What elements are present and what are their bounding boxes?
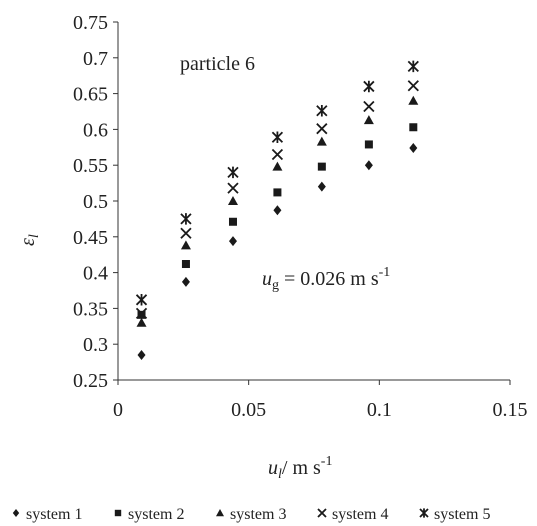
y-tick-label: 0.65	[73, 84, 108, 106]
y-tick-label: 0.6	[83, 119, 108, 141]
data-point	[271, 131, 284, 144]
data-point	[137, 310, 146, 319]
legend-label: system 1	[26, 506, 82, 523]
data-point	[228, 236, 237, 247]
x-axis-unit: / m s	[282, 457, 321, 479]
x-axis-sub: l	[278, 467, 282, 482]
y-axis-var: ε	[17, 238, 39, 246]
data-point	[408, 95, 419, 105]
legend-marker	[114, 509, 122, 517]
y-axis-title: εl	[17, 234, 42, 246]
y-tick-label: 0.7	[83, 48, 108, 70]
legend-label: system 4	[332, 506, 388, 523]
data-point	[363, 115, 374, 125]
data-point	[317, 162, 326, 171]
data-point	[181, 260, 190, 269]
series-5	[135, 60, 419, 306]
x-axis-title: ul/ m s-1	[268, 454, 332, 482]
series-2	[137, 123, 418, 319]
legend-label: system 2	[128, 506, 184, 523]
y-tick-label: 0.35	[73, 298, 108, 320]
y-tick-label: 0.5	[83, 191, 108, 213]
x-tick-label: 0.1	[367, 399, 392, 421]
data-point	[180, 227, 192, 239]
data-point	[407, 80, 419, 92]
data-point	[407, 60, 419, 73]
data-point	[273, 205, 282, 216]
axes	[113, 21, 511, 385]
ug-annotation: ug = 0.026 m s-1	[262, 265, 390, 293]
legend-item: system 1	[12, 506, 82, 523]
data-point	[227, 196, 238, 205]
data-point	[228, 217, 237, 226]
data-point	[364, 140, 373, 149]
data-point	[181, 276, 190, 287]
y-axis-sub: l	[27, 234, 42, 238]
data-point	[180, 240, 191, 250]
data-point	[227, 182, 239, 194]
data-point	[316, 105, 328, 117]
data-point	[409, 143, 418, 154]
data-point	[364, 160, 373, 171]
y-tick-label: 0.4	[83, 263, 108, 285]
legend-label: system 5	[434, 506, 490, 523]
data-point	[137, 349, 146, 360]
legend-marker	[317, 508, 327, 518]
legend-marker	[419, 508, 429, 518]
series-3	[136, 95, 419, 327]
y-tick-label: 0.55	[73, 155, 108, 177]
data-point	[272, 161, 283, 171]
y-tick-labels: 0.25 0.3 0.35 0.4 0.45 0.5 0.55 0.6 0.65 0.7 0.75	[73, 12, 108, 392]
legend-item: system 2	[114, 506, 184, 523]
particle-annotation: particle 6	[180, 53, 255, 75]
data-point	[180, 213, 192, 225]
y-tick-label: 0.45	[73, 227, 108, 249]
data-point	[316, 136, 327, 146]
data-point	[363, 100, 375, 113]
data-point	[271, 148, 284, 161]
data-point	[135, 307, 148, 320]
data-point	[317, 181, 326, 192]
data-point	[227, 166, 239, 179]
legend-item: system 5	[419, 506, 490, 523]
x-tick-label: 0	[113, 399, 123, 421]
x-axis-exp: -1	[321, 454, 333, 469]
legend-label: system 3	[230, 506, 286, 523]
y-tick-label: 0.75	[73, 12, 108, 34]
series-4	[135, 80, 419, 320]
ug-var: u	[262, 268, 272, 290]
x-tick-label: 0.05	[231, 399, 266, 421]
legend: system 1 system 2 system 3 system 4 system 5	[12, 506, 490, 523]
legend-marker	[12, 509, 20, 517]
ug-value: = 0.026 m s	[279, 268, 379, 290]
x-tick-label: 0.15	[493, 399, 528, 421]
data-point	[316, 123, 328, 135]
legend-item: system 4	[317, 506, 388, 523]
y-tick-label: 0.25	[73, 370, 108, 392]
data-point	[409, 123, 418, 132]
data-point	[363, 80, 375, 93]
x-axis-var: u	[268, 457, 278, 479]
legend-marker	[216, 509, 224, 517]
ug-sub: g	[272, 278, 279, 293]
data-point	[135, 294, 148, 306]
ug-exp: -1	[379, 265, 391, 280]
y-tick-label: 0.3	[83, 334, 108, 356]
series-1	[137, 143, 418, 360]
data-points	[135, 60, 419, 360]
x-tick-labels: 0 0.05 0.1 0.15	[113, 399, 528, 421]
data-point	[136, 317, 147, 327]
data-point	[273, 188, 282, 197]
legend-item: system 3	[216, 506, 286, 523]
